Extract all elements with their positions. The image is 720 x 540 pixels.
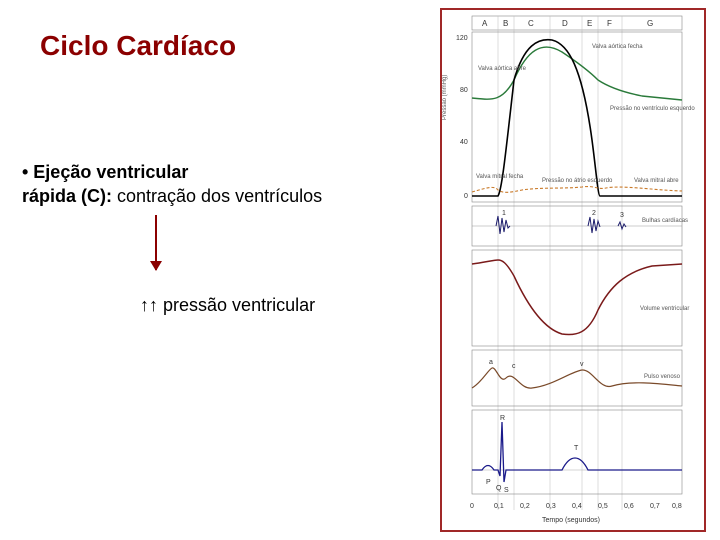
phase-a: A — [482, 19, 488, 28]
xt1: 0,1 — [494, 503, 504, 510]
xt5: 0,5 — [598, 503, 608, 510]
phase-d: D — [562, 19, 568, 28]
aortic-pressure-curve — [472, 47, 682, 100]
result-text: ↑↑ pressão ventricular — [140, 295, 315, 316]
xt8: 0,8 — [672, 503, 682, 510]
wiggers-diagram: A B C D E F G 120 80 40 0 Pressão (mmHg)… — [440, 8, 706, 532]
volume-label: Volume ventricular — [640, 306, 689, 312]
s3-label: 3 — [620, 212, 624, 219]
ecg-s: S — [504, 487, 509, 494]
phase-c: C — [528, 19, 534, 28]
pressure-ylabel: Pressão (mmHg) — [442, 75, 448, 120]
venous-a: a — [489, 359, 493, 366]
ytick-40: 40 — [460, 139, 468, 146]
venous-v: v — [580, 361, 584, 368]
ecg-r: R — [500, 415, 505, 422]
xlabel: Tempo (segundos) — [542, 517, 600, 524]
bullet-text: • Ejeção ventricular rápida (C): contraç… — [22, 160, 322, 209]
aortic-close-label: Valva aórtica fecha — [592, 44, 643, 50]
atrial-pressure-curve — [472, 187, 682, 193]
phono-label: Bulhas cardíacas — [642, 218, 688, 224]
result-arrows: ↑↑ — [140, 295, 163, 315]
phase-f: F — [607, 19, 612, 28]
ecg-q: Q — [496, 485, 502, 492]
xt6: 0,6 — [624, 503, 634, 510]
ytick-0: 0 — [464, 193, 468, 200]
atrial-label: Pressão no átrio esquerdo — [542, 178, 613, 184]
slide-title: Ciclo Cardíaco — [40, 30, 236, 62]
s1-label: 1 — [502, 210, 506, 217]
xt2: 0,2 — [520, 503, 530, 510]
bullet-line1-bold: • Ejeção ventricular — [22, 162, 188, 182]
result-label: pressão ventricular — [163, 295, 315, 315]
phase-e: E — [587, 19, 592, 28]
bullet-line2-rest: contração dos ventrículos — [112, 186, 322, 206]
xt3: 0,3 — [546, 503, 556, 510]
ecg-curve — [472, 422, 682, 482]
ecg-p: P — [486, 479, 491, 486]
volume-curve — [472, 260, 682, 335]
mitral-open-label: Valva mitral abre — [634, 178, 679, 184]
s2-label: 2 — [592, 210, 596, 217]
ytick-120: 120 — [456, 35, 468, 42]
ytick-80: 80 — [460, 87, 468, 94]
venous-c: c — [512, 363, 516, 370]
mitral-close-label: Valva mitral fecha — [476, 174, 524, 180]
xt7: 0,7 — [650, 503, 660, 510]
ventricular-label: Pressão no ventrículo esquerdo — [610, 106, 695, 112]
ecg-t: T — [574, 445, 579, 452]
xt0: 0 — [470, 503, 474, 510]
venous-label: Pulso venoso — [644, 374, 681, 380]
xt4: 0,4 — [572, 503, 582, 510]
phase-b: B — [503, 19, 508, 28]
aortic-open-label: Valva aórtica abre — [478, 66, 527, 72]
phase-g: G — [647, 19, 653, 28]
down-arrow-icon — [155, 215, 157, 270]
bullet-line2-bold: rápida (C): — [22, 186, 112, 206]
